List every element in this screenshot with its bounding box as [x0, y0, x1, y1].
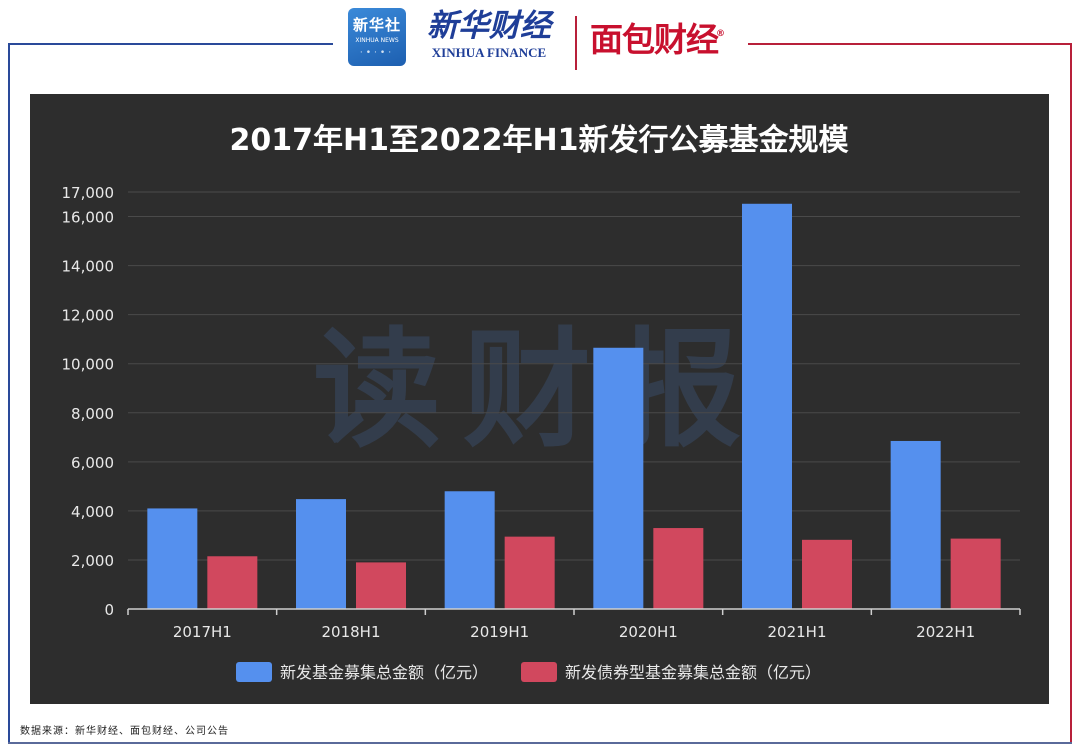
y-tick-label: 17,000 — [62, 184, 115, 202]
legend: 新发基金募集总金额（亿元） 新发债券型基金募集总金额（亿元） — [236, 662, 821, 682]
y-tick-label: 6,000 — [71, 454, 114, 472]
x-tick-label: 2018H1 — [322, 623, 381, 641]
frame-bottom-border — [8, 742, 1072, 744]
bar-series-2 — [950, 538, 1001, 609]
bar-series-1 — [742, 203, 792, 609]
bar-series-1 — [296, 499, 346, 609]
y-tick-label: 2,000 — [71, 552, 114, 570]
bar-series-2 — [802, 539, 852, 609]
bar-series-2 — [356, 562, 406, 609]
legend-label: 新发债券型基金募集总金额（亿元） — [565, 663, 821, 682]
bar-series-1 — [147, 508, 198, 609]
x-tick-label: 2017H1 — [173, 623, 232, 641]
bar-series-1 — [593, 347, 644, 609]
grid-lines — [128, 191, 1020, 561]
frame-right-border — [1070, 43, 1072, 743]
frame-top-right-line — [748, 43, 1072, 45]
xinhua-finance-logo-en: XINHUA FINANCE — [431, 45, 547, 60]
bar-series-2 — [504, 536, 555, 609]
x-tick-label: 2019H1 — [470, 623, 529, 641]
network-dots-icon: ·•·•· — [359, 48, 395, 58]
y-tick-label: 0 — [104, 601, 114, 619]
x-tick-label: 2020H1 — [619, 623, 678, 641]
xinhua-news-logo-en: XINHUA NEWS — [355, 37, 399, 44]
mianbao-finance-logo: 面包财经 ® — [590, 18, 725, 62]
xinhua-finance-logo: 新华财经 XINHUA FINANCE — [414, 6, 564, 68]
bar-chart: 读财报 2017年H1至2022年H1新发行公募基金规模 0 2,000 4,000… — [62, 123, 1021, 682]
mianbao-finance-logo-text: 面包财经 — [590, 20, 719, 59]
legend-swatch — [521, 662, 557, 682]
xinhua-finance-logo-cn: 新华财经 — [427, 8, 551, 44]
x-tick-label: 2022H1 — [916, 623, 975, 641]
data-source-note: 数据来源：新华财经、面包财经、公司公告 — [20, 726, 229, 737]
y-axis-ticks: 0 2,000 4,000 6,000 8,000 10,000 12,000 14,000 1… — [62, 184, 115, 619]
bar-series-2 — [207, 556, 258, 609]
y-tick-label: 14,000 — [62, 258, 115, 276]
bar-series-2 — [653, 528, 704, 609]
legend-label: 新发基金募集总金额（亿元） — [280, 663, 488, 682]
bars — [147, 203, 1001, 609]
x-axis: 2017H1 2018H1 2019H1 2020H1 2021H1 2022H1 — [127, 608, 1021, 641]
logo-divider — [575, 16, 577, 70]
bar-series-1 — [890, 440, 941, 609]
frame-top-left-line — [8, 43, 333, 45]
frame-left-border — [8, 43, 10, 743]
bar-series-1 — [444, 491, 495, 609]
y-tick-label: 4,000 — [71, 503, 114, 521]
x-tick-label: 2021H1 — [768, 623, 827, 641]
y-tick-label: 16,000 — [62, 209, 115, 227]
y-tick-label: 12,000 — [62, 307, 115, 325]
y-tick-label: 8,000 — [71, 405, 114, 423]
legend-swatch — [236, 662, 272, 682]
y-tick-label: 10,000 — [62, 356, 115, 374]
watermark-text: 读财报 — [313, 316, 763, 465]
xinhua-news-logo: 新华社 XINHUA NEWS ·•·•· — [348, 8, 406, 66]
xinhua-news-logo-cn: 新华社 — [352, 16, 401, 34]
registered-mark: ® — [716, 29, 725, 39]
chart-title: 2017年H1至2022年H1新发行公募基金规模 — [230, 123, 849, 158]
